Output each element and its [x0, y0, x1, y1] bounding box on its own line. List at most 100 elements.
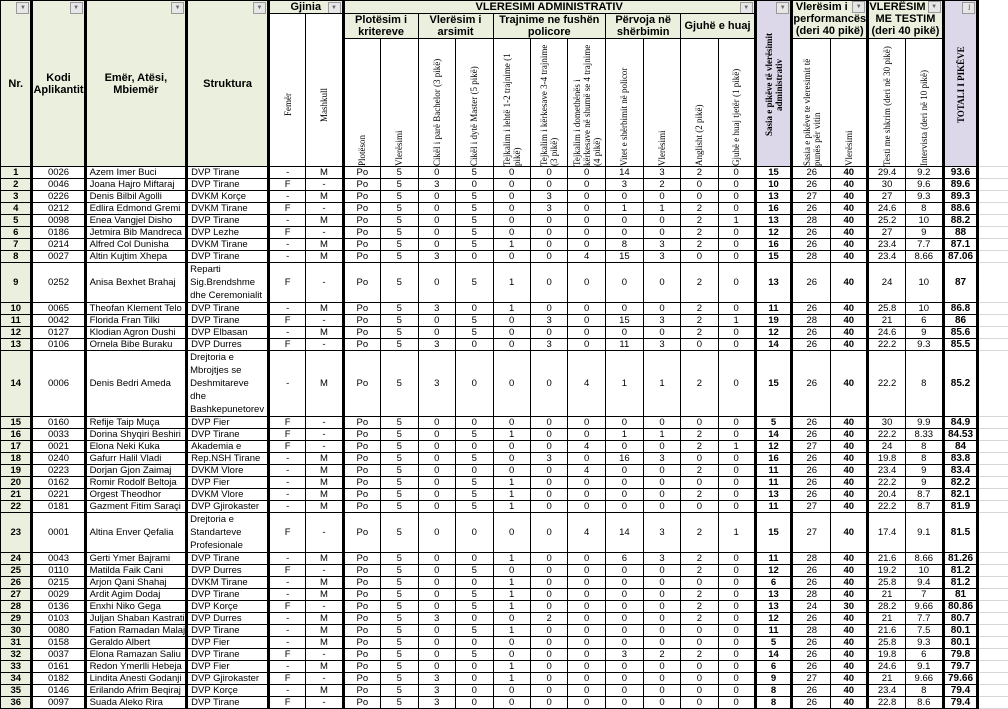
- cell-gjuhe-tjeter[interactable]: 0: [718, 625, 755, 637]
- cell-femer[interactable]: F: [269, 441, 306, 453]
- cell-test-shkrim[interactable]: 24: [868, 441, 906, 453]
- filter-dropdown-icon[interactable]: ▼: [852, 1, 865, 13]
- cell-vleresimi-pervoja[interactable]: 2: [643, 649, 681, 661]
- cell-anglisht[interactable]: 2: [681, 649, 718, 661]
- cell-tejk2[interactable]: 3: [530, 453, 567, 465]
- cell-vleresimi[interactable]: 5: [381, 697, 418, 709]
- cell-cikli1[interactable]: 0: [418, 501, 455, 513]
- cell-sasia-admin[interactable]: 16: [755, 453, 792, 465]
- cell-struktura[interactable]: DVP Tirane: [187, 315, 269, 327]
- cell-vleresimi[interactable]: 5: [381, 239, 418, 251]
- cell-gjuhe-tjeter[interactable]: 0: [718, 661, 755, 673]
- cell-nr[interactable]: 2: [1, 179, 32, 191]
- cell-perf-vleresimi[interactable]: 40: [831, 697, 868, 709]
- cell-tejk3[interactable]: 0: [568, 613, 606, 625]
- cell-vleresimi-pervoja[interactable]: 0: [643, 601, 681, 613]
- cell-vleresimi-pervoja[interactable]: 0: [643, 673, 681, 685]
- cell-nr[interactable]: 5: [1, 215, 32, 227]
- cell-vleresimi-pervoja[interactable]: 0: [643, 191, 681, 203]
- cell-cikli1[interactable]: 0: [418, 637, 455, 649]
- cell-kodi[interactable]: 0110: [32, 565, 85, 577]
- cell-cikli1[interactable]: 0: [418, 315, 455, 327]
- cell-intervista[interactable]: 7: [905, 589, 943, 601]
- cell-femer[interactable]: F: [269, 263, 306, 303]
- cell-struktura[interactable]: DVP Gjirokaster: [187, 501, 269, 513]
- cell-totali[interactable]: 79.7: [943, 661, 978, 673]
- cell-tejk2[interactable]: 3: [530, 203, 567, 215]
- cell-struktura[interactable]: DVP Durres: [187, 339, 269, 351]
- cell-mashkull[interactable]: M: [306, 685, 343, 697]
- cell-sasia-admin[interactable]: 6: [755, 661, 792, 673]
- cell-anglisht[interactable]: 2: [681, 351, 718, 417]
- cell-femer[interactable]: -: [269, 465, 306, 477]
- cell-mashkull[interactable]: -: [306, 601, 343, 613]
- empty-cell[interactable]: [978, 215, 1008, 227]
- cell-kodi[interactable]: 0146: [32, 685, 85, 697]
- empty-cell[interactable]: [978, 351, 1008, 417]
- cell-struktura[interactable]: DVP Fier: [187, 417, 269, 429]
- cell-vleresimi[interactable]: 5: [381, 417, 418, 429]
- cell-cikli1[interactable]: 3: [418, 339, 455, 351]
- cell-emer[interactable]: Orgest Theodhor: [85, 489, 187, 501]
- cell-tejk1[interactable]: 0: [493, 191, 530, 203]
- cell-perf-vleresimi[interactable]: 40: [831, 167, 868, 179]
- cell-cikli1[interactable]: 0: [418, 441, 455, 453]
- cell-gjuhe-tjeter[interactable]: 0: [718, 239, 755, 251]
- empty-cell[interactable]: [978, 251, 1008, 263]
- cell-vitet[interactable]: 3: [606, 649, 644, 661]
- cell-mashkull[interactable]: M: [306, 637, 343, 649]
- cell-perf-vleresimi[interactable]: 40: [831, 429, 868, 441]
- cell-sasia-admin[interactable]: 16: [755, 203, 792, 215]
- cell-kodi[interactable]: 0065: [32, 303, 85, 315]
- cell-anglisht[interactable]: 0: [681, 339, 718, 351]
- cell-test-shkrim[interactable]: 22.8: [868, 697, 906, 709]
- cell-perf-vleresimi[interactable]: 40: [831, 565, 868, 577]
- cell-kodi[interactable]: 0136: [32, 601, 85, 613]
- cell-gjuhe-tjeter[interactable]: 0: [718, 465, 755, 477]
- cell-femer[interactable]: -: [269, 637, 306, 649]
- cell-mashkull[interactable]: M: [306, 465, 343, 477]
- cell-tejk1[interactable]: 0: [493, 649, 530, 661]
- cell-vleresimi-pervoja[interactable]: 1: [643, 429, 681, 441]
- cell-femer[interactable]: -: [269, 191, 306, 203]
- empty-cell[interactable]: [978, 661, 1008, 673]
- cell-tejk3[interactable]: 0: [568, 477, 606, 489]
- cell-test-shkrim[interactable]: 19.8: [868, 453, 906, 465]
- cell-perf-sasia[interactable]: 26: [792, 327, 831, 339]
- empty-cell[interactable]: [978, 685, 1008, 697]
- empty-cell[interactable]: [978, 577, 1008, 589]
- empty-cell[interactable]: [978, 239, 1008, 251]
- cell-mashkull[interactable]: M: [306, 553, 343, 565]
- cell-gjuhe-tjeter[interactable]: 1: [718, 215, 755, 227]
- cell-struktura[interactable]: Akademia e: [187, 441, 269, 453]
- cell-gjuhe-tjeter[interactable]: 0: [718, 673, 755, 685]
- cell-tejk2[interactable]: 0: [530, 251, 567, 263]
- cell-totali[interactable]: 88.6: [943, 203, 978, 215]
- cell-tejk3[interactable]: 0: [568, 167, 606, 179]
- cell-tejk2[interactable]: 0: [530, 637, 567, 649]
- cell-tejk3[interactable]: 0: [568, 625, 606, 637]
- cell-tejk3[interactable]: 0: [568, 417, 606, 429]
- cell-vleresimi-pervoja[interactable]: 0: [643, 465, 681, 477]
- cell-perf-vleresimi[interactable]: 40: [831, 613, 868, 625]
- cell-totali[interactable]: 85.6: [943, 327, 978, 339]
- cell-kodi[interactable]: 0042: [32, 315, 85, 327]
- cell-kodi[interactable]: 0223: [32, 465, 85, 477]
- empty-cell[interactable]: [978, 429, 1008, 441]
- cell-test-shkrim[interactable]: 21.6: [868, 553, 906, 565]
- cell-perf-sasia[interactable]: 26: [792, 661, 831, 673]
- cell-cikli1[interactable]: 0: [418, 465, 455, 477]
- cell-cikli1[interactable]: 0: [418, 417, 455, 429]
- cell-totali[interactable]: 81.5: [943, 513, 978, 553]
- cell-gjuhe-tjeter[interactable]: 0: [718, 191, 755, 203]
- cell-sasia-admin[interactable]: 12: [755, 441, 792, 453]
- cell-intervista[interactable]: 9: [905, 327, 943, 339]
- filter-dropdown-icon[interactable]: ▼: [776, 2, 789, 14]
- cell-kodi[interactable]: 0161: [32, 661, 85, 673]
- cell-cikli1[interactable]: 3: [418, 613, 455, 625]
